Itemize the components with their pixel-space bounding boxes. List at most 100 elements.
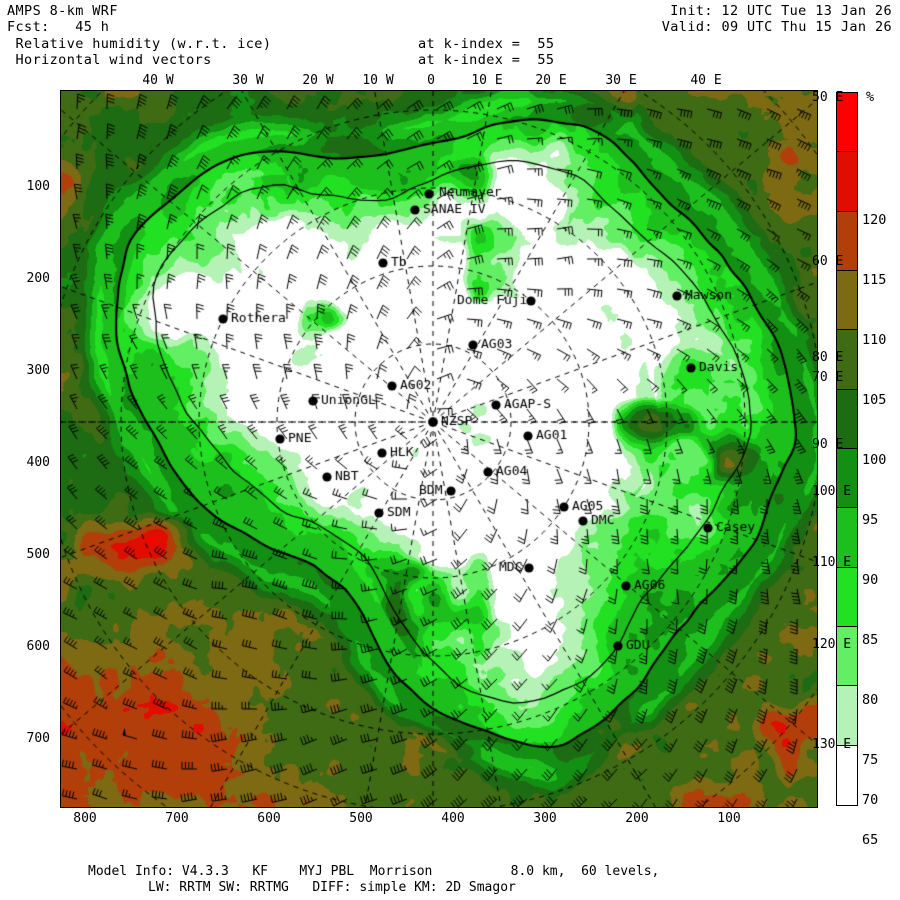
station-marker-ag05[interactable] xyxy=(557,500,569,512)
lon-tick-top-2: 20 W xyxy=(302,73,334,88)
x-tick-1: 700 xyxy=(165,811,189,826)
lon-tick-right-4: 90 E xyxy=(812,437,844,452)
y-axis-grid-labels: 100 200 300 400 500 600 700 xyxy=(0,90,58,810)
colorbar-tick-90: 90 xyxy=(862,572,879,588)
colorbar xyxy=(836,92,858,806)
y-tick-2: 300 xyxy=(26,363,50,378)
colorbar-unit: % xyxy=(866,89,875,105)
station-marker-dmc[interactable] xyxy=(576,514,588,526)
colorbar-band-125-130 xyxy=(837,93,857,153)
lon-tick-right-5: 100 E xyxy=(812,484,852,499)
lon-tick-right-7: 120 E xyxy=(812,637,852,652)
x-tick-0: 800 xyxy=(73,811,97,826)
colorbar-band-90-95 xyxy=(837,508,857,568)
relative-humidity-field xyxy=(61,91,817,807)
forecast-hour: Fcst: 45 h xyxy=(7,19,110,35)
field-label-wind: Horizontal wind vectors xyxy=(7,52,212,68)
station-marker-ag02[interactable] xyxy=(385,379,397,391)
station-marker-bdm[interactable] xyxy=(444,484,456,496)
station-marker-rothera[interactable] xyxy=(216,312,228,324)
colorbar-tick-110: 110 xyxy=(862,332,887,348)
colorbar-band-65-75 xyxy=(837,745,857,805)
x-tick-5: 300 xyxy=(533,811,557,826)
colorbar-tick-95: 95 xyxy=(862,512,879,528)
colorbar-tick-70: 70 xyxy=(862,792,879,808)
lon-tick-top-5: 10 E xyxy=(471,73,503,88)
y-tick-3: 400 xyxy=(26,455,50,470)
lon-tick-top-3: 10 W xyxy=(362,73,394,88)
colorbar-band-100-105 xyxy=(837,389,857,449)
colorbar-band-80-85 xyxy=(837,627,857,687)
station-marker-ag06[interactable] xyxy=(619,579,631,591)
x-tick-2: 600 xyxy=(257,811,281,826)
x-tick-6: 200 xyxy=(625,811,649,826)
station-marker-agap-s[interactable] xyxy=(489,398,501,410)
lon-tick-right-0: 50 E xyxy=(812,90,844,105)
model-info-line1: Model Info: V4.3.3 KF MYJ PBL Morrison 8… xyxy=(88,864,660,879)
colorbar-tick-80: 80 xyxy=(862,692,879,708)
model-title: AMPS 8-km WRF xyxy=(7,3,118,19)
station-marker-neumayer[interactable] xyxy=(422,187,434,199)
map-frame xyxy=(60,90,818,808)
colorbar-band-110-115 xyxy=(837,271,857,331)
lon-tick-top-8: 40 E xyxy=(690,73,722,88)
colorbar-tick-100: 100 xyxy=(862,452,887,468)
y-tick-1: 200 xyxy=(26,271,50,286)
station-marker-ag04[interactable] xyxy=(481,465,493,477)
x-axis-grid-labels: 800 700 600 500 400 300 200 100 xyxy=(0,812,900,832)
colorbar-tick-120: 120 xyxy=(862,212,887,228)
colorbar-band-120-125 xyxy=(837,152,857,212)
station-marker-dome-fuji[interactable] xyxy=(524,294,536,306)
colorbar-bands xyxy=(836,92,858,806)
colorbar-band-85-90 xyxy=(837,567,857,627)
station-marker-davis[interactable] xyxy=(684,361,696,373)
lon-tick-top-1: 30 W xyxy=(232,73,264,88)
colorbar-tick-105: 105 xyxy=(862,392,887,408)
lon-tick-top-0: 40 W xyxy=(142,73,174,88)
colorbar-tick-85: 85 xyxy=(862,632,879,648)
station-marker-uniongl[interactable] xyxy=(306,394,318,406)
init-time: Init: 12 UTC Tue 13 Jan 26 xyxy=(670,3,892,19)
station-marker-nzsp[interactable] xyxy=(426,415,438,427)
colorbar-band-95-100 xyxy=(837,449,857,509)
colorbar-band-75-80 xyxy=(837,686,857,746)
station-marker-sdm[interactable] xyxy=(372,506,384,518)
header: AMPS 8-km WRF Fcst: 45 h Relative humidi… xyxy=(0,0,900,90)
colorbar-tick-75: 75 xyxy=(862,752,879,768)
lon-tick-top-7: 30 E xyxy=(605,73,637,88)
station-marker-pne[interactable] xyxy=(273,432,285,444)
station-marker-ag01[interactable] xyxy=(521,429,533,441)
station-marker-tb[interactable] xyxy=(376,256,388,268)
lon-tick-top-6: 20 E xyxy=(535,73,567,88)
station-marker-mdc[interactable] xyxy=(522,561,534,573)
colorbar-tick-115: 115 xyxy=(862,272,887,288)
station-marker-ag03[interactable] xyxy=(466,338,478,350)
map-panel[interactable] xyxy=(60,90,818,808)
lon-tick-right-1: 60 E xyxy=(812,254,844,269)
model-info-line2: LW: RRTM SW: RRTMG DIFF: simple KM: 2D S… xyxy=(148,880,516,895)
y-tick-5: 600 xyxy=(26,639,50,654)
longitude-axis-right: 50 E 60 E 70 E 80 E 90 E 100 E 110 E 120 E 130 E xyxy=(812,90,900,810)
station-marker-hlk[interactable] xyxy=(375,446,387,458)
x-tick-7: 100 xyxy=(717,811,741,826)
lon-tick-right-2: 70 E xyxy=(812,370,844,385)
y-tick-0: 100 xyxy=(26,179,50,194)
lon-tick-top-4: 0 xyxy=(427,73,435,88)
lon-tick-right-8: 130 E xyxy=(812,737,852,752)
lon-tick-right-6: 110 E xyxy=(812,555,852,570)
field-label-rh: Relative humidity (w.r.t. ice) xyxy=(7,36,272,52)
k-index-rh: at k-index = 55 xyxy=(418,36,555,52)
colorbar-tick-65: 65 xyxy=(862,832,879,848)
colorbar-tick-labels: 120 115 110 105 100 95 90 85 80 75 70 65 xyxy=(862,92,900,847)
station-marker-casey[interactable] xyxy=(701,521,713,533)
footer: Model Info: V4.3.3 KF MYJ PBL Morrison 8… xyxy=(0,862,900,900)
valid-time: Valid: 09 UTC Thu 15 Jan 26 xyxy=(661,19,892,35)
x-tick-3: 500 xyxy=(349,811,373,826)
k-index-wind: at k-index = 55 xyxy=(418,52,555,68)
y-tick-4: 500 xyxy=(26,547,50,562)
longitude-axis-top: 40 W 30 W 20 W 10 W 0 10 E 20 E 30 E 40 E xyxy=(0,74,900,90)
station-marker-gdu[interactable] xyxy=(611,639,623,651)
station-marker-nbt[interactable] xyxy=(320,470,332,482)
station-marker-sanae-iv[interactable] xyxy=(408,203,420,215)
station-marker-mawson[interactable] xyxy=(670,289,682,301)
